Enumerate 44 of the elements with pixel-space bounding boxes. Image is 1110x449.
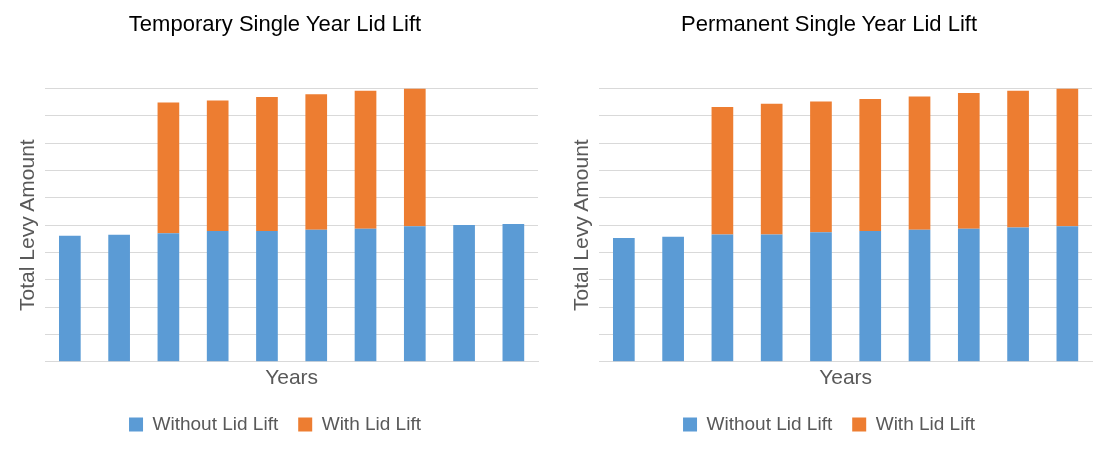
bar bbox=[859, 99, 882, 232]
bar bbox=[1007, 227, 1029, 362]
bar bbox=[157, 102, 180, 234]
bar bbox=[206, 231, 229, 362]
bar bbox=[810, 232, 832, 362]
bar bbox=[613, 237, 635, 362]
bar bbox=[108, 234, 130, 362]
y-axis-title: Total Levy Amount bbox=[569, 139, 593, 311]
legend-label: Without Lid Lift bbox=[706, 412, 833, 434]
bar bbox=[403, 88, 426, 227]
bar bbox=[662, 236, 684, 362]
bar bbox=[957, 228, 980, 362]
bar bbox=[1056, 88, 1079, 227]
x-axis-title: Years bbox=[819, 365, 873, 389]
bar bbox=[502, 224, 525, 362]
chart-title: Temporary Single Year Lid Lift bbox=[128, 11, 422, 37]
bar bbox=[859, 231, 882, 362]
bar bbox=[453, 225, 475, 362]
bar bbox=[1007, 90, 1029, 228]
bar bbox=[908, 96, 931, 230]
legend-label: With Lid Lift bbox=[875, 412, 976, 434]
bar bbox=[157, 233, 180, 362]
bar bbox=[711, 106, 734, 235]
chart-title: Permanent Single Year Lid Lift bbox=[681, 11, 977, 37]
bar bbox=[206, 100, 229, 232]
bar bbox=[59, 235, 81, 362]
bar bbox=[957, 93, 980, 229]
bar bbox=[711, 234, 734, 362]
bar bbox=[403, 226, 426, 362]
bar bbox=[1056, 226, 1079, 362]
x-axis-title: Years bbox=[265, 365, 319, 389]
bar bbox=[354, 90, 377, 229]
y-axis-title: Total Levy Amount bbox=[15, 139, 39, 311]
bar bbox=[810, 101, 832, 233]
bar bbox=[760, 103, 783, 235]
bar bbox=[760, 234, 783, 362]
bar bbox=[908, 229, 931, 362]
bar bbox=[354, 228, 377, 362]
bar bbox=[256, 231, 278, 362]
bar bbox=[305, 94, 328, 230]
legend-label: Without Lid Lift bbox=[152, 412, 279, 434]
bar bbox=[256, 96, 278, 232]
bar bbox=[305, 229, 328, 362]
legend-label: With Lid Lift bbox=[321, 412, 422, 434]
